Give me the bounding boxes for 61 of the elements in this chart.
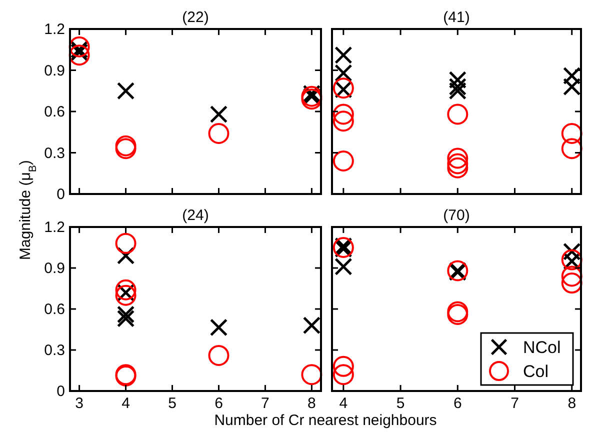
point (447, 157, 468, 178)
legend-label: Col (523, 362, 549, 381)
point (115, 232, 136, 254)
point (332, 104, 354, 125)
x-tick-label: 6 (214, 395, 223, 412)
point (561, 272, 582, 294)
y-tick-label: 1.2 (44, 21, 65, 38)
x-tick-label: 8 (568, 395, 576, 412)
point (447, 153, 468, 174)
point (332, 150, 354, 172)
x-tick-label: 6 (453, 395, 462, 412)
point (301, 364, 322, 386)
y-tick-label: 0 (56, 186, 65, 203)
x-tick-label: 4 (122, 395, 130, 412)
point (116, 310, 135, 328)
y-tick-label: 0 (56, 383, 65, 400)
y-tick-label: 0.3 (44, 342, 65, 359)
point (561, 266, 582, 287)
y-tick-label: 0.6 (44, 301, 65, 318)
point (68, 44, 90, 66)
point (561, 123, 582, 144)
point (561, 138, 582, 160)
x-axis-title: Number of Cr nearest neighbours (214, 412, 437, 429)
point (563, 66, 581, 85)
x-tick-label: 4 (339, 395, 348, 412)
point (332, 364, 354, 386)
point (332, 356, 354, 377)
point (302, 316, 321, 334)
x-tick-label: 3 (75, 395, 84, 412)
chart-title: (24) (182, 207, 209, 224)
chart-title: (70) (443, 207, 470, 224)
legend-label: NCol (523, 338, 561, 357)
x-tick-label: 8 (308, 395, 316, 412)
x-tick-label: 5 (168, 395, 176, 412)
x-tick-label: 7 (261, 395, 270, 412)
point (334, 46, 352, 64)
y-tick-label: 0.6 (44, 104, 65, 120)
point (210, 318, 228, 336)
point (208, 123, 230, 144)
point (448, 78, 466, 96)
y-tick-label: 0.9 (44, 62, 65, 80)
y-tick-label: 1.2 (44, 219, 65, 236)
point (447, 104, 468, 125)
x-tick-label: 5 (396, 395, 405, 412)
point (447, 148, 468, 169)
point (332, 110, 354, 132)
chart-title: (41) (443, 9, 470, 26)
point (115, 279, 136, 300)
y-tick-label: 0.3 (44, 144, 65, 162)
point (208, 344, 230, 366)
point (448, 71, 466, 89)
point (115, 284, 136, 306)
point (210, 105, 228, 124)
chart-title: (22) (182, 9, 209, 26)
x-tick-label: 7 (510, 395, 519, 412)
point (116, 82, 135, 100)
y-tick-label: 0.9 (44, 260, 65, 277)
point (563, 78, 581, 96)
point (116, 306, 135, 324)
point (334, 258, 352, 276)
point (68, 36, 90, 58)
